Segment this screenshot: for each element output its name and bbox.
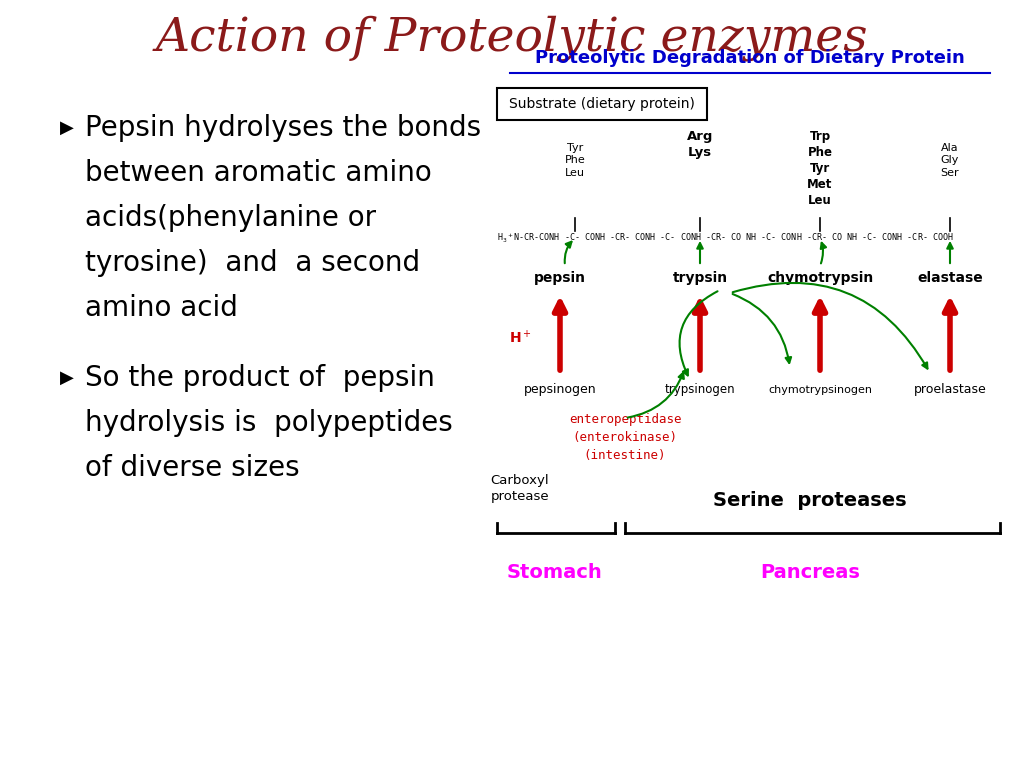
Text: Serine  proteases: Serine proteases (713, 491, 907, 510)
Text: ▶: ▶ (60, 369, 74, 387)
Bar (497, 88, 707, 120)
Text: Tyr
Phe
Leu: Tyr Phe Leu (564, 143, 586, 178)
Text: Trp
Phe
Tyr
Met
Leu: Trp Phe Tyr Met Leu (807, 130, 833, 207)
Text: elastase: elastase (918, 271, 983, 285)
Text: Carboxyl
protease: Carboxyl protease (490, 474, 549, 503)
Text: proelastase: proelastase (913, 383, 986, 396)
Text: of diverse sizes: of diverse sizes (85, 454, 300, 482)
Text: chymotrypsin: chymotrypsin (767, 271, 873, 285)
Text: H$_3$$^+$N-CR-CONH -C- CONH -CR- CONH -C- CONH -CR- CO NH -C- CONH -CR- CO NH -C: H$_3$$^+$N-CR-CONH -C- CONH -CR- CONH -C… (497, 231, 953, 244)
Text: So the product of  pepsin: So the product of pepsin (85, 364, 435, 392)
Text: Proteolytic Degradation of Dietary Protein: Proteolytic Degradation of Dietary Prote… (536, 49, 965, 67)
Text: trypsinogen: trypsinogen (665, 383, 735, 396)
Text: Action of Proteolytic enzymes: Action of Proteolytic enzymes (156, 15, 868, 61)
Text: Ala
Gly
Ser: Ala Gly Ser (941, 143, 959, 178)
Text: Pancreas: Pancreas (760, 564, 860, 582)
Text: Pepsin hydrolyses the bonds: Pepsin hydrolyses the bonds (85, 114, 481, 142)
Text: hydrolysis is  polypeptides: hydrolysis is polypeptides (85, 409, 453, 437)
Text: pepsin: pepsin (534, 271, 586, 285)
Text: amino acid: amino acid (85, 294, 238, 322)
Text: Substrate (dietary protein): Substrate (dietary protein) (509, 97, 695, 111)
Text: chymotrypsinogen: chymotrypsinogen (768, 385, 872, 395)
Text: pepsinogen: pepsinogen (523, 383, 596, 396)
Text: enteropeptidase
(enterokinase)
(intestine): enteropeptidase (enterokinase) (intestin… (568, 413, 681, 462)
Text: tyrosine)  and  a second: tyrosine) and a second (85, 249, 420, 277)
Text: Arg
Lys: Arg Lys (687, 130, 713, 159)
Text: Stomach: Stomach (507, 564, 603, 582)
Text: trypsin: trypsin (673, 271, 728, 285)
Text: ▶: ▶ (60, 119, 74, 137)
Text: acids(phenylanine or: acids(phenylanine or (85, 204, 376, 232)
Text: between aromatic amino: between aromatic amino (85, 159, 432, 187)
Text: H$^+$: H$^+$ (509, 329, 531, 346)
